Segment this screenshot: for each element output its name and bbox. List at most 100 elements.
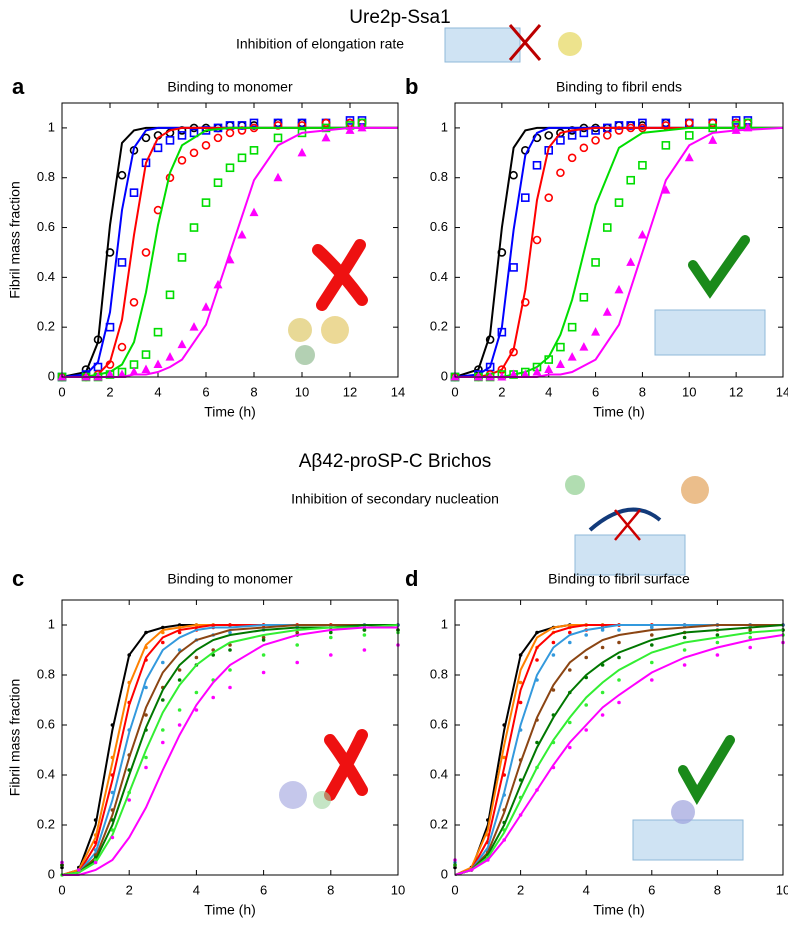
panel-label: d <box>405 566 418 591</box>
data-point <box>509 263 518 272</box>
data-point <box>579 143 589 153</box>
data-point <box>141 133 151 143</box>
data-point <box>165 136 175 145</box>
data-point <box>602 307 612 316</box>
data-point <box>329 630 333 635</box>
data-point <box>117 258 127 267</box>
data-point <box>532 367 542 376</box>
data-point <box>273 172 283 182</box>
header-title: Aβ42-proSP-C Brichos <box>299 451 492 472</box>
data-point <box>532 160 542 170</box>
data-point <box>617 700 621 705</box>
panel-label: a <box>12 74 25 99</box>
data-point <box>153 359 163 369</box>
plot-frame <box>454 599 784 876</box>
data-point <box>568 630 572 635</box>
data-point <box>225 163 235 173</box>
y-tick-label: 0.2 <box>37 816 55 831</box>
data-point <box>579 342 589 351</box>
data-point <box>177 668 182 672</box>
x-axis-label: Time (h) <box>593 404 645 420</box>
data-point <box>502 755 507 760</box>
x-tick-label: 10 <box>682 384 696 399</box>
y-tick-label: 0.6 <box>430 219 448 234</box>
data-point <box>638 118 647 128</box>
y-tick-label: 1 <box>48 119 55 134</box>
data-point <box>177 723 182 727</box>
panel-label: c <box>12 566 24 591</box>
data-point <box>532 235 542 245</box>
data-point <box>544 193 554 202</box>
y-tick-label: 0.8 <box>430 169 448 184</box>
x-axis-label: Time (h) <box>204 404 256 420</box>
data-point <box>213 133 223 143</box>
data-point <box>584 728 588 732</box>
data-point <box>748 628 752 632</box>
data-point <box>614 126 624 135</box>
data-point <box>362 628 367 632</box>
data-point <box>661 141 671 150</box>
data-point <box>177 126 187 135</box>
x-tick-label: 10 <box>776 882 788 897</box>
y-tick-label: 0 <box>441 866 448 881</box>
data-point <box>228 685 232 690</box>
accept-icon <box>654 235 766 356</box>
x-tick-label: 6 <box>260 882 267 897</box>
reject-icon <box>279 729 368 809</box>
x-tick-label: 14 <box>391 384 405 399</box>
data-point <box>556 136 565 145</box>
x-axis-label: Time (h) <box>593 902 645 918</box>
panel-title: Binding to monomer <box>167 79 293 95</box>
data-point <box>535 658 539 662</box>
data-point <box>329 635 333 640</box>
data-point <box>684 118 694 128</box>
y-tick-label: 0.6 <box>37 219 55 234</box>
data-point <box>617 655 621 660</box>
data-point <box>194 708 199 712</box>
data-point <box>568 668 572 672</box>
reject-icon <box>288 239 368 365</box>
y-axis-label: Fibril mass fraction <box>7 181 23 298</box>
y-tick-label: 0 <box>48 368 55 383</box>
data-point <box>617 678 621 682</box>
y-tick-label: 0.4 <box>430 766 448 781</box>
data-point <box>544 131 554 140</box>
data-point <box>201 302 211 311</box>
x-tick-label: 4 <box>193 882 200 897</box>
data-point <box>600 628 605 632</box>
data-point <box>189 128 199 138</box>
data-point <box>225 128 235 138</box>
data-point <box>211 695 215 700</box>
fit-line <box>62 126 398 378</box>
data-point <box>329 653 333 657</box>
plot-area <box>453 623 785 876</box>
fit-line <box>61 624 398 876</box>
data-point <box>177 678 182 682</box>
plot-frame <box>454 102 784 378</box>
y-tick-label: 1 <box>441 616 448 631</box>
data-point <box>345 118 355 128</box>
y-tick-label: 0.8 <box>430 666 448 681</box>
data-point <box>141 248 151 257</box>
data-point <box>600 645 605 650</box>
header-subtitle: Inhibition of elongation rate <box>236 36 404 52</box>
data-point <box>261 653 266 657</box>
data-point <box>579 292 589 302</box>
x-tick-label: 8 <box>714 882 721 897</box>
data-point <box>177 339 187 349</box>
data-point <box>144 755 148 760</box>
data-point <box>556 342 565 352</box>
data-point <box>161 728 165 732</box>
plot-area <box>57 116 398 382</box>
x-tick-label: 6 <box>202 384 209 399</box>
data-point <box>568 720 572 725</box>
data-point <box>535 740 539 745</box>
data-point <box>273 121 283 130</box>
x-tick-label: 2 <box>498 384 505 399</box>
data-point <box>555 359 565 369</box>
data-point <box>201 198 211 207</box>
data-point <box>117 170 127 180</box>
data-point <box>295 630 300 635</box>
data-point <box>682 635 687 640</box>
